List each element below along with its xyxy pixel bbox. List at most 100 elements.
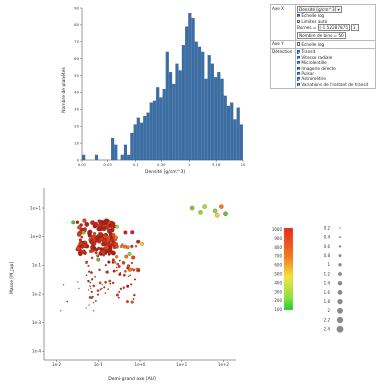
colorbar-label: 700 xyxy=(274,254,282,259)
scatter-point xyxy=(107,228,113,235)
scatter-point xyxy=(92,284,96,288)
scatter-point xyxy=(126,264,131,268)
hist-bar xyxy=(143,115,147,161)
scatter-point xyxy=(108,279,112,283)
size-legend-label: 0.2 xyxy=(324,225,331,230)
scatter-point xyxy=(122,244,127,249)
axe-x-limits-option[interactable]: Limites auto xyxy=(297,19,374,24)
checkbox-checked-icon[interactable] xyxy=(297,50,301,54)
scatter-point xyxy=(124,270,127,273)
scatter-point xyxy=(133,294,136,297)
scatter-point xyxy=(214,212,220,218)
method-pulsar[interactable]: Pulsar xyxy=(297,71,374,76)
checkbox-checked-icon[interactable] xyxy=(297,14,301,18)
hist-y-tick-label: 0 xyxy=(77,157,80,162)
scatter-point xyxy=(78,287,80,290)
hist-bar xyxy=(230,102,234,161)
colorbar-label: 600 xyxy=(274,263,282,268)
scatter-point xyxy=(117,265,121,268)
bornes-min-input[interactable]: [-1.52287875 xyxy=(317,24,350,32)
scatter-point xyxy=(66,301,69,303)
scatter-point xyxy=(123,230,128,235)
size-legend-label: 2 xyxy=(327,308,330,313)
scatter-ylabel: Masse [M_Jup] xyxy=(9,262,15,294)
scatter-point xyxy=(88,304,90,306)
checkbox-checked-icon[interactable] xyxy=(297,61,301,65)
scatter-point xyxy=(89,285,91,287)
size-legend-circle xyxy=(339,227,341,229)
axe-x-select[interactable]: Densité [g/cm^3] ▾ xyxy=(297,5,342,13)
checkbox-checked-icon[interactable] xyxy=(297,66,301,70)
hist-bar xyxy=(111,137,115,161)
scatter-point xyxy=(93,310,95,312)
scatter-point xyxy=(104,264,107,267)
hist-bar xyxy=(194,41,198,161)
hist-x-tick-label: 3.16 xyxy=(212,162,221,167)
method-astrometry[interactable]: Astrométrie xyxy=(297,76,374,81)
scatter-point xyxy=(71,220,76,225)
hist-bar xyxy=(210,63,214,161)
colorbar-label: 800 xyxy=(274,245,282,250)
scatter-point xyxy=(111,259,115,263)
checkbox-checked-icon[interactable] xyxy=(297,55,301,59)
scatter-point xyxy=(62,284,65,286)
scatter-point xyxy=(109,282,112,285)
scatter-point xyxy=(130,261,134,265)
scatter-point xyxy=(85,260,88,264)
hist-bar xyxy=(178,70,182,161)
checkbox-checked-icon[interactable] xyxy=(297,71,301,76)
size-legend-label: 1 xyxy=(327,262,330,267)
hist-bar xyxy=(185,26,189,161)
scatter-point xyxy=(90,271,93,274)
method-direct-imaging[interactable]: Imagerie directe xyxy=(297,66,374,71)
scatter-point xyxy=(107,260,111,264)
scatter-point xyxy=(121,261,126,265)
axe-x-log-option[interactable]: Échelle log xyxy=(297,13,374,18)
method-radial-velocity[interactable]: Vitesse radiale xyxy=(297,55,374,60)
checkbox-icon[interactable] xyxy=(297,19,301,23)
checkbox-checked-icon[interactable] xyxy=(297,77,301,81)
scatter-xlabel: Demi-grand axe [AU] xyxy=(108,376,156,382)
scatter-point xyxy=(128,267,133,272)
hist-bar xyxy=(226,105,231,161)
scatter-point xyxy=(130,230,135,235)
scatter-y-tick-label: 1e+0 xyxy=(30,234,41,239)
scatter-point xyxy=(78,241,83,246)
method-microlensing[interactable]: Microlentille xyxy=(297,60,374,65)
size-legend-circle xyxy=(336,325,344,333)
scatter-y-tick-label: 1e+1 xyxy=(30,205,41,210)
bins-input[interactable]: Nombre de bins = 50 xyxy=(297,31,346,39)
scatter-point xyxy=(104,292,107,294)
method-ttv[interactable]: Variations de l'instant de transit xyxy=(297,82,374,87)
hist-bar xyxy=(191,18,195,161)
size-legend-label: 2.2 xyxy=(324,317,331,322)
scatter-point xyxy=(112,269,116,273)
checkbox-checked-icon[interactable] xyxy=(297,82,301,86)
scatter-x-tick-label: 1e+2 xyxy=(218,362,229,367)
scatter-point xyxy=(96,289,100,292)
histogram-ylabel: Nombre de planètes xyxy=(60,66,67,112)
scatter-point xyxy=(89,297,91,299)
axe-y-log-option[interactable]: Échelle log xyxy=(297,42,374,47)
bornes-max-input[interactable]: 1. xyxy=(351,24,360,32)
scatter-point xyxy=(116,262,120,266)
scatter-point xyxy=(99,232,103,237)
scatter-point xyxy=(82,243,87,248)
method-transit[interactable]: Transit xyxy=(297,49,374,54)
size-legend-label: 0.4 xyxy=(324,235,331,240)
scatter-point xyxy=(132,268,136,272)
hist-x-tick-label: 10 xyxy=(241,162,246,167)
scatter-point xyxy=(115,266,118,269)
size-legend-circle xyxy=(338,272,342,276)
hist-bar xyxy=(217,72,221,161)
size-legend-circle xyxy=(336,316,344,324)
temperature-colorbar: 1000 900 800 700 600 500 400 300 200 100 xyxy=(272,227,294,312)
scatter-point xyxy=(100,288,102,290)
scatter-point xyxy=(85,274,88,277)
hist-y-tick-label: 90 xyxy=(74,5,79,10)
scatter-point xyxy=(140,241,145,246)
scatter-point xyxy=(131,255,136,260)
scatter-point xyxy=(115,255,119,259)
checkbox-icon[interactable] xyxy=(297,42,301,46)
size-legend-label: 1.4 xyxy=(324,281,331,286)
